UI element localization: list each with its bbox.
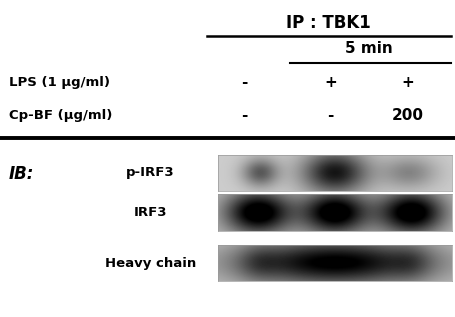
Text: 200: 200 <box>391 108 423 123</box>
Text: -: - <box>327 108 333 123</box>
Text: +: + <box>324 75 336 90</box>
Text: Heavy chain: Heavy chain <box>105 256 196 270</box>
Text: IP : TBK1: IP : TBK1 <box>285 14 370 32</box>
Text: LPS (1 μg/ml): LPS (1 μg/ml) <box>9 76 110 89</box>
Text: p-IRF3: p-IRF3 <box>126 166 174 179</box>
Text: +: + <box>401 75 414 90</box>
Text: IB:: IB: <box>9 165 35 183</box>
Text: -: - <box>240 75 247 90</box>
Text: -: - <box>240 108 247 123</box>
Text: 5 min: 5 min <box>345 41 392 55</box>
Text: IRF3: IRF3 <box>133 206 167 219</box>
Text: Cp-BF (μg/ml): Cp-BF (μg/ml) <box>9 109 112 122</box>
